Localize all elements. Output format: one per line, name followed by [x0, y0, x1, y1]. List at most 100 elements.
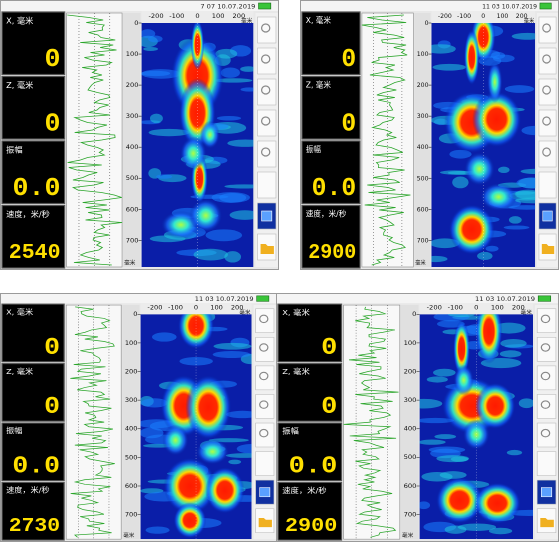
heat-streak	[148, 128, 190, 137]
depth-tick-label: 500	[125, 455, 138, 462]
save-icon	[542, 210, 553, 222]
heat-streak	[229, 210, 254, 220]
heat-streak	[141, 29, 156, 39]
x-tick-label: 0	[195, 12, 199, 20]
zoom-icon	[260, 116, 271, 126]
heat-blob	[435, 477, 484, 524]
zoom-icon	[260, 85, 271, 95]
x-tick-label: -200	[148, 12, 163, 20]
readout-label: Z, 毫米	[306, 79, 331, 89]
zoom-icon	[542, 23, 551, 33]
tool-button[interactable]	[255, 337, 275, 362]
zoom-icon	[542, 85, 551, 95]
tool-button[interactable]	[257, 140, 277, 168]
readout-value: 2900	[285, 516, 337, 538]
heat-blob	[205, 467, 245, 514]
heat-blob	[480, 182, 518, 211]
tool-button[interactable]	[257, 47, 277, 75]
heat-blob	[453, 320, 470, 378]
heat-blob	[448, 204, 495, 255]
heat-streak	[447, 314, 475, 318]
tool-button[interactable]	[538, 47, 557, 75]
heat-streak	[521, 125, 536, 136]
x-axis-bg	[431, 11, 536, 23]
heat-streak	[506, 449, 523, 456]
depth-tick-label: 300	[126, 112, 139, 120]
heat-streak	[226, 410, 252, 419]
heat-streak	[240, 66, 254, 72]
tool-button[interactable]	[257, 16, 277, 44]
zoom-icon	[260, 54, 271, 64]
heat-blob	[163, 457, 217, 515]
tool-button[interactable]	[538, 16, 557, 44]
x-tick-label: -200	[147, 305, 162, 312]
depth-tick-label: 100	[125, 340, 138, 347]
heatmap	[419, 314, 534, 540]
tool-button[interactable]	[255, 308, 275, 333]
depth-tick-label: 100	[126, 50, 139, 58]
scan-panel: 11 03 10.07.2019 X, 毫米 0 Z, 毫米 0 振幅 0.0 速度，米/秒 2…	[0, 293, 277, 542]
heat-streak	[224, 251, 242, 263]
tool-button[interactable]	[255, 394, 275, 419]
heat-streak	[179, 357, 213, 366]
zoom-icon	[259, 371, 269, 381]
readout-cell	[301, 11, 361, 76]
tool-button[interactable]	[257, 171, 277, 199]
tool-button[interactable]	[257, 78, 277, 106]
heat-streak	[431, 255, 448, 263]
heat-streak	[516, 177, 536, 189]
tool-button[interactable]	[538, 171, 557, 199]
x-axis-bg	[141, 11, 254, 23]
tool-button[interactable]	[538, 140, 557, 168]
readout-cell	[277, 363, 343, 422]
tool-button[interactable]	[536, 337, 557, 362]
heat-streak	[504, 85, 535, 93]
tool-button[interactable]	[255, 422, 275, 448]
scan-view: 11 03 10.07.2019 X, 毫米 0 Z, 毫米 0 振幅 0.0 速度，米/秒 2…	[1, 294, 276, 541]
x-tick-label: -200	[438, 13, 452, 20]
heat-streak	[433, 368, 456, 377]
depth-tick-label: 100	[404, 339, 417, 347]
heat-streak	[225, 453, 252, 458]
depth-tick-label: 0	[134, 19, 138, 27]
zoom-icon	[259, 428, 269, 438]
tool-button[interactable]	[257, 109, 277, 137]
heat-streak	[419, 439, 446, 445]
x-axis-bg	[419, 303, 534, 315]
heat-streak	[219, 192, 247, 203]
depth-tick-label: 0	[133, 311, 137, 318]
heatmap	[141, 23, 254, 267]
heat-blob	[464, 29, 480, 86]
depth-tick-label: 600	[404, 482, 417, 490]
depth-tick-label: 400	[417, 144, 429, 151]
tool-button[interactable]	[255, 365, 275, 391]
tool-button[interactable]	[536, 308, 557, 333]
depth-scale-bg	[123, 13, 141, 267]
tool-button[interactable]	[255, 451, 275, 476]
tool-button[interactable]	[536, 365, 557, 391]
tool-button[interactable]	[538, 78, 557, 106]
heat-streak	[213, 342, 252, 350]
depth-tick-label: 200	[126, 81, 139, 89]
readout-label: Z, 毫米	[282, 367, 310, 376]
x-tick-label: 0	[481, 13, 485, 20]
folder-icon	[541, 244, 555, 254]
heat-streak	[452, 176, 469, 189]
heat-streak	[156, 174, 173, 179]
tool-button[interactable]	[536, 451, 557, 476]
depth-tick-label: 600	[125, 483, 138, 490]
zoom-icon	[542, 54, 551, 64]
scan-view: 7 07 10.07.2019 X, 毫米 0 Z, 毫米 0 振幅 0.0 速度，米/秒 25…	[1, 1, 278, 269]
tool-button[interactable]	[538, 109, 557, 137]
zoom-icon	[259, 343, 269, 352]
depth-tick-label: 200	[404, 368, 417, 376]
timestamp: 11 03 10.07.2019	[195, 296, 254, 303]
depth-tick-label: 500	[404, 454, 417, 462]
tool-button[interactable]	[536, 394, 557, 419]
zoom-icon	[542, 147, 551, 157]
tool-button[interactable]	[536, 422, 557, 448]
save-icon	[259, 487, 271, 498]
heat-streak	[224, 184, 254, 189]
readout-label: X, 毫米	[6, 16, 33, 26]
